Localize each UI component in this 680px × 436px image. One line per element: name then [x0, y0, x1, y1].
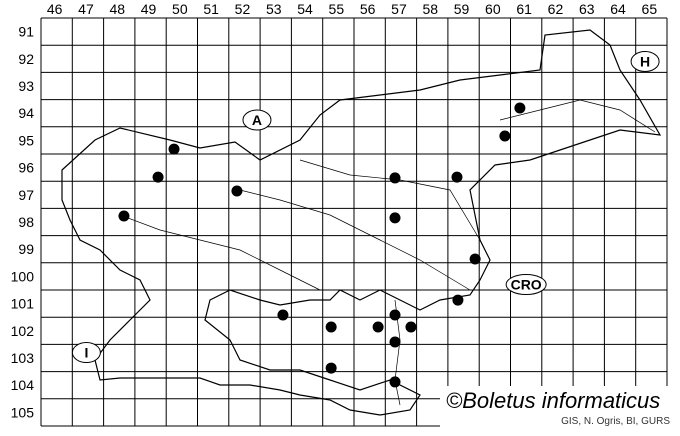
column-label: 53: [266, 1, 282, 17]
row-label: 101: [11, 296, 35, 312]
column-label: 61: [516, 1, 532, 17]
row-label: 94: [18, 105, 34, 121]
record-dot: [325, 362, 337, 374]
column-label: 59: [454, 1, 470, 17]
country-label-ellipse: [242, 109, 272, 131]
row-label: 96: [18, 160, 34, 176]
column-label: 49: [141, 1, 157, 17]
column-label: 62: [548, 1, 564, 17]
column-label: 65: [642, 1, 658, 17]
credit-box: ©Boletus informaticus GIS, N. Ogris, BI,…: [440, 386, 676, 432]
country-label: CRO: [511, 277, 542, 293]
column-label: 47: [78, 1, 94, 17]
country-label-ellipse: [630, 51, 660, 73]
row-label: 97: [18, 187, 34, 203]
country-border: [61, 29, 662, 416]
record-dot: [499, 130, 511, 142]
row-label: 103: [11, 350, 35, 366]
column-label: 50: [172, 1, 188, 17]
row-label: 92: [18, 51, 34, 67]
country-labels: A H CRO I: [71, 51, 660, 364]
row-label: 104: [11, 377, 35, 393]
row-label: 105: [11, 404, 35, 420]
column-label: 52: [235, 1, 251, 17]
row-label: 102: [11, 323, 35, 339]
record-dot: [277, 309, 289, 321]
column-label: 54: [297, 1, 313, 17]
record-dot: [469, 253, 481, 265]
column-label: 46: [47, 1, 63, 17]
record-dot: [389, 172, 401, 184]
row-label: 95: [18, 132, 34, 148]
rivers: [119, 99, 656, 406]
record-dot: [389, 376, 401, 388]
record-dot: [118, 210, 130, 222]
record-dot: [452, 294, 464, 306]
column-label: 57: [391, 1, 407, 17]
record-dot: [389, 336, 401, 348]
row-label: 99: [18, 241, 34, 257]
grid-axis-labels: 46 47 48 49 50 51 52 53 54 55 56 57 58 59 60 61 62 63 64 65…: [11, 1, 658, 420]
country-label-ellipse: [505, 274, 547, 296]
credit-title: ©Boletus informaticus: [446, 388, 661, 413]
country-label: H: [640, 54, 650, 70]
column-label: 51: [203, 1, 219, 17]
credit-source: GIS, N. Ogris, BI, GURS: [561, 416, 670, 427]
column-label: 60: [485, 1, 501, 17]
record-dot: [231, 185, 243, 197]
row-label: 98: [18, 214, 34, 230]
column-label: 56: [360, 1, 376, 17]
column-label: 55: [329, 1, 345, 17]
record-dots: [118, 102, 526, 388]
column-label: 63: [579, 1, 595, 17]
column-label: 48: [109, 1, 125, 17]
row-label: 100: [11, 268, 35, 284]
row-label: 91: [18, 24, 34, 40]
record-dot: [514, 102, 526, 114]
country-label-ellipse: [71, 342, 101, 364]
record-dot: [152, 171, 164, 183]
grid: [40, 17, 668, 427]
record-dot: [372, 321, 384, 333]
record-dot: [389, 309, 401, 321]
row-label: 93: [18, 78, 34, 94]
record-dot: [405, 321, 417, 333]
record-dot: [451, 171, 463, 183]
record-dot: [168, 143, 180, 155]
column-label: 64: [610, 1, 626, 17]
country-label: I: [84, 345, 88, 361]
column-label: 58: [422, 1, 438, 17]
country-label: A: [252, 112, 262, 128]
record-dot: [325, 321, 337, 333]
record-dot: [389, 212, 401, 224]
